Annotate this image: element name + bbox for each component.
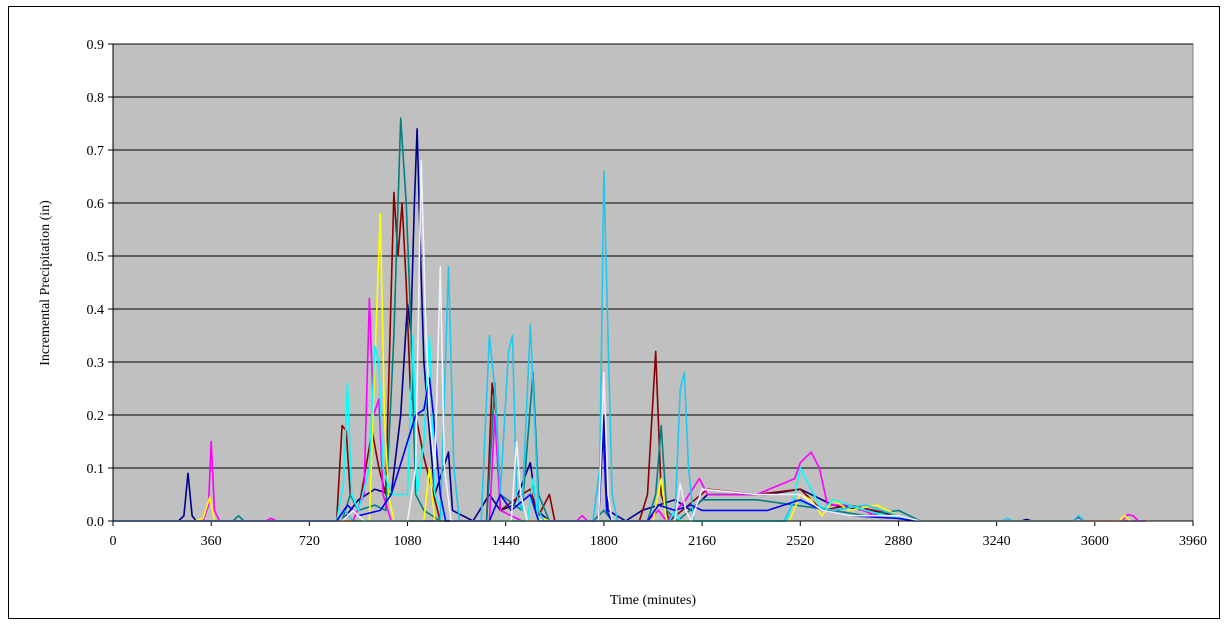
y-tick-label: 0.6 xyxy=(87,197,105,212)
gridlines xyxy=(108,43,1194,526)
y-tick-label: 0.0 xyxy=(87,515,105,530)
x-tick-label: 360 xyxy=(201,534,222,549)
y-tick-label: 0.8 xyxy=(87,91,105,106)
x-tick-label: 2520 xyxy=(786,534,814,549)
x-tick-label: 3600 xyxy=(1081,534,1109,549)
x-tick-labels: 0 360 720 1080 1440 1800 2160 2520 2880 3240 3600 3… xyxy=(110,534,1208,549)
series-line-6 xyxy=(113,334,915,522)
x-tick-label: 2160 xyxy=(688,534,716,549)
x-tick-label: 1440 xyxy=(492,534,520,549)
series-line-8 xyxy=(113,377,915,522)
x-tick-label: 1800 xyxy=(590,534,618,549)
series-line-2 xyxy=(113,191,916,522)
series-lines xyxy=(113,117,1150,522)
y-tick-label: 0.9 xyxy=(87,38,105,53)
y-tick-label: 0.4 xyxy=(87,303,105,318)
x-tick-label: 1080 xyxy=(394,534,422,549)
y-tick-label: 0.3 xyxy=(87,356,105,371)
y-tick-label: 0.7 xyxy=(87,144,105,159)
x-tick-label: 3960 xyxy=(1179,534,1207,549)
y-tick-label: 0.1 xyxy=(87,462,105,477)
x-tick-label: 720 xyxy=(299,534,320,549)
y-axis-title: Incremental Precipitation (in) xyxy=(38,200,53,366)
x-tick-label: 2880 xyxy=(884,534,912,549)
plot-area xyxy=(112,43,1194,522)
series-line-5 xyxy=(113,212,1131,522)
x-tick-label: 3240 xyxy=(983,534,1011,549)
x-axis-title: Time (minutes) xyxy=(610,593,697,608)
y-tick-label: 0.5 xyxy=(87,250,105,265)
y-tick-labels: 0.0 0.1 0.2 0.3 0.4 0.5 0.6 0.7 0.8 0.9 xyxy=(87,38,105,530)
axes xyxy=(112,44,1193,522)
x-tick-label: 0 xyxy=(110,534,117,549)
y-tick-label: 0.2 xyxy=(87,409,105,424)
series-line-4 xyxy=(113,297,1144,522)
